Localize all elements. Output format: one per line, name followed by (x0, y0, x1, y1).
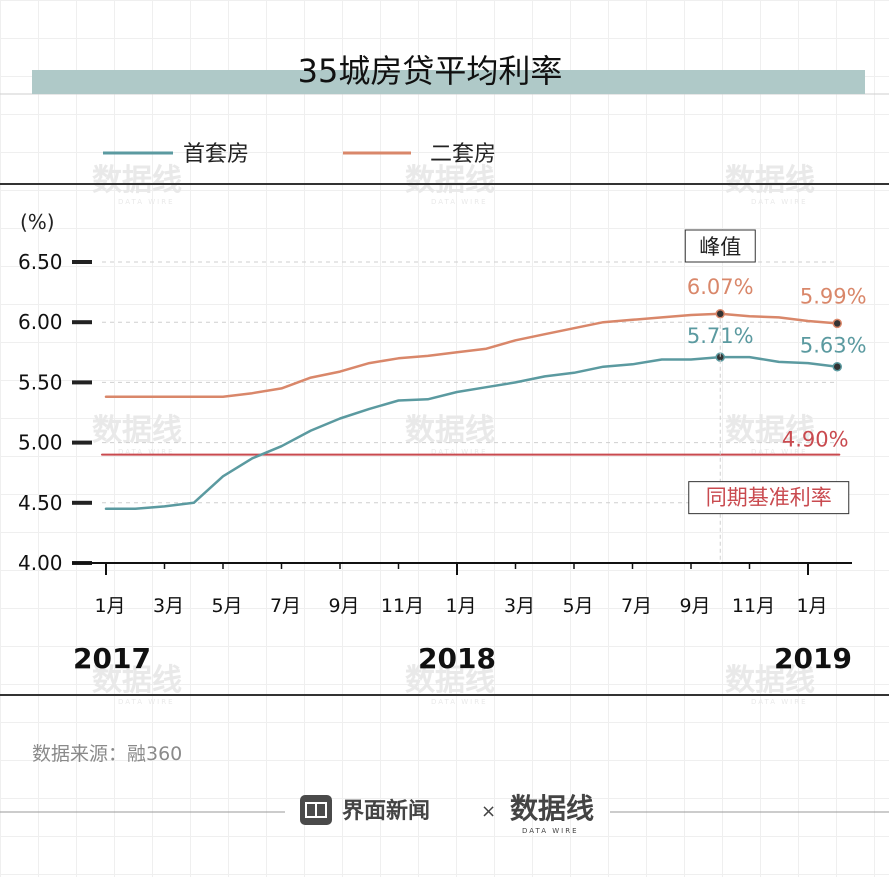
y-tick-label: 5.50 (18, 370, 63, 394)
x-tick-label: 5月 (562, 595, 593, 617)
y-tick-mark (72, 260, 92, 264)
series-line-first-home (104, 355, 839, 511)
svg-text:数据线: 数据线 (725, 663, 815, 698)
y-tick-label: 6.50 (18, 250, 63, 274)
svg-text:DATA WIRE: DATA WIRE (118, 698, 175, 706)
data-label: 4.90% (782, 428, 849, 452)
svg-text:数据线: 数据线 (725, 163, 815, 198)
y-tick-mark (72, 500, 92, 505)
legend: 首套房 二套房 (103, 142, 496, 167)
x-tick-label: 11月 (732, 595, 775, 617)
jiemian-logo-icon (300, 795, 332, 825)
svg-text:数据线: 数据线 (510, 792, 594, 825)
legend-label-first-home: 首套房 (183, 142, 249, 167)
svg-text:DATA WIRE: DATA WIRE (118, 198, 175, 206)
x-tick-label: 5月 (211, 595, 242, 617)
x-tick-label: 1月 (445, 595, 476, 617)
x-tick-label: 9月 (679, 595, 710, 617)
data-source: 数据来源：融360 (32, 743, 182, 765)
x-tick-label: 11月 (381, 595, 424, 617)
svg-text:DATA WIRE: DATA WIRE (751, 198, 808, 206)
y-tick-label: 6.00 (18, 310, 63, 334)
chart-title: 35城房贷平均利率 (298, 52, 563, 90)
data-labels: 6.07% 5.99%5.71% 5.63%4.90% (687, 275, 867, 452)
series-lines (101, 312, 841, 511)
data-label: 5.99% (800, 284, 867, 308)
svg-text:DATA WIRE: DATA WIRE (522, 827, 579, 835)
svg-text:DATA WIRE: DATA WIRE (431, 448, 488, 456)
year-label: 2018 (418, 642, 496, 675)
x-tick-label: 7月 (270, 595, 301, 617)
times-sign: × (481, 801, 496, 822)
x-tick-label: 3月 (504, 595, 535, 617)
series-line-second-home (104, 312, 839, 399)
data-point-marker (832, 318, 842, 329)
svg-text:DATA WIRE: DATA WIRE (431, 698, 488, 706)
svg-text:DATA WIRE: DATA WIRE (431, 198, 488, 206)
x-tick-label: 7月 (621, 595, 652, 617)
svg-text:数据线: 数据线 (92, 163, 182, 198)
data-point-marker (715, 309, 725, 319)
brand-name: 界面新闻 (342, 798, 430, 824)
benchmark-annotation: 同期基准利率 (688, 481, 850, 515)
gridlines (102, 261, 838, 504)
svg-text:数据线: 数据线 (92, 663, 182, 698)
x-axis: 1月 3月 5月 7月 9月 11月 1月 3月 5月 7月 9月 11月 1月 2017 2018 2019 (72, 562, 852, 675)
data-label: 6.07% (687, 275, 754, 299)
data-point-marker (832, 361, 842, 372)
x-tick-label: 3月 (153, 595, 184, 617)
y-tick-mark (72, 440, 92, 445)
y-tick-mark (72, 380, 92, 385)
legend-label-second-home: 二套房 (430, 142, 496, 167)
year-label: 2017 (73, 642, 151, 675)
peak-callout-label: 峰值 (699, 235, 741, 259)
x-tick-label: 1月 (796, 595, 827, 617)
y-axis: 6.50 6.00 5.50 5.00 4.50 4.00 (18, 250, 92, 575)
data-label: 5.63% (800, 334, 867, 358)
x-tick-label: 9月 (328, 595, 359, 617)
benchmark-callout-box (688, 481, 850, 515)
peak-callout-box (684, 229, 756, 263)
y-tick-label: 4.00 (18, 551, 63, 575)
y-axis-unit: (%) (20, 210, 55, 234)
peak-annotation: 峰值 (684, 229, 756, 563)
svg-text:DATA WIRE: DATA WIRE (118, 448, 175, 456)
y-tick-label: 4.50 (18, 491, 63, 515)
y-tick-label: 5.00 (18, 431, 63, 455)
title-band (32, 70, 865, 94)
svg-text:DATA WIRE: DATA WIRE (751, 698, 808, 706)
y-tick-mark (72, 320, 92, 325)
svg-text:DATA WIRE: DATA WIRE (751, 448, 808, 456)
year-label: 2019 (774, 642, 852, 675)
svg-text:数据线: 数据线 (405, 663, 495, 698)
datawire-logo: 数据线 DATA WIRE (510, 792, 594, 835)
x-tick-label: 1月 (94, 595, 125, 617)
benchmark-callout-label: 同期基准利率 (706, 486, 832, 510)
svg-text:数据线: 数据线 (405, 163, 495, 198)
